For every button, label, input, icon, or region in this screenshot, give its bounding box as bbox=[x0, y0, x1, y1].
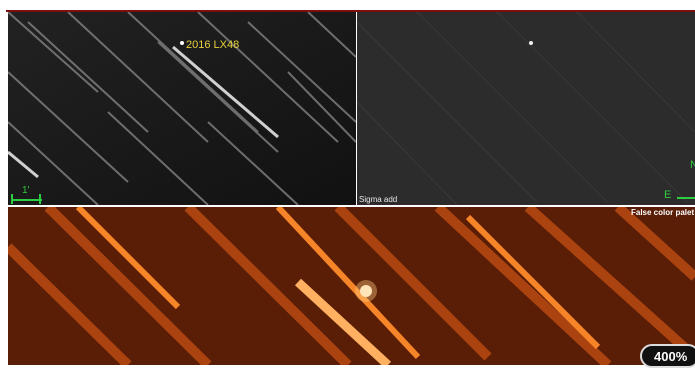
right-sigma-add-panel bbox=[357, 12, 695, 205]
zoom-level-badge: 400% bbox=[640, 344, 695, 368]
stacked-image bbox=[357, 12, 695, 205]
asteroid-label: 2016 LX48 bbox=[186, 39, 240, 51]
false-color-caption: False color palet bbox=[631, 208, 695, 217]
left-star-field-panel bbox=[8, 12, 356, 205]
false-color-image bbox=[8, 207, 695, 365]
top-border bbox=[0, 0, 695, 12]
scale-bar-label: 1' bbox=[22, 185, 30, 196]
compass-east-label: E bbox=[664, 189, 672, 201]
compass-north-label: N bbox=[690, 159, 695, 171]
star-trails-image bbox=[8, 12, 356, 205]
false-color-zoom-panel bbox=[8, 207, 695, 365]
sigma-add-caption: Sigma add bbox=[359, 195, 398, 204]
